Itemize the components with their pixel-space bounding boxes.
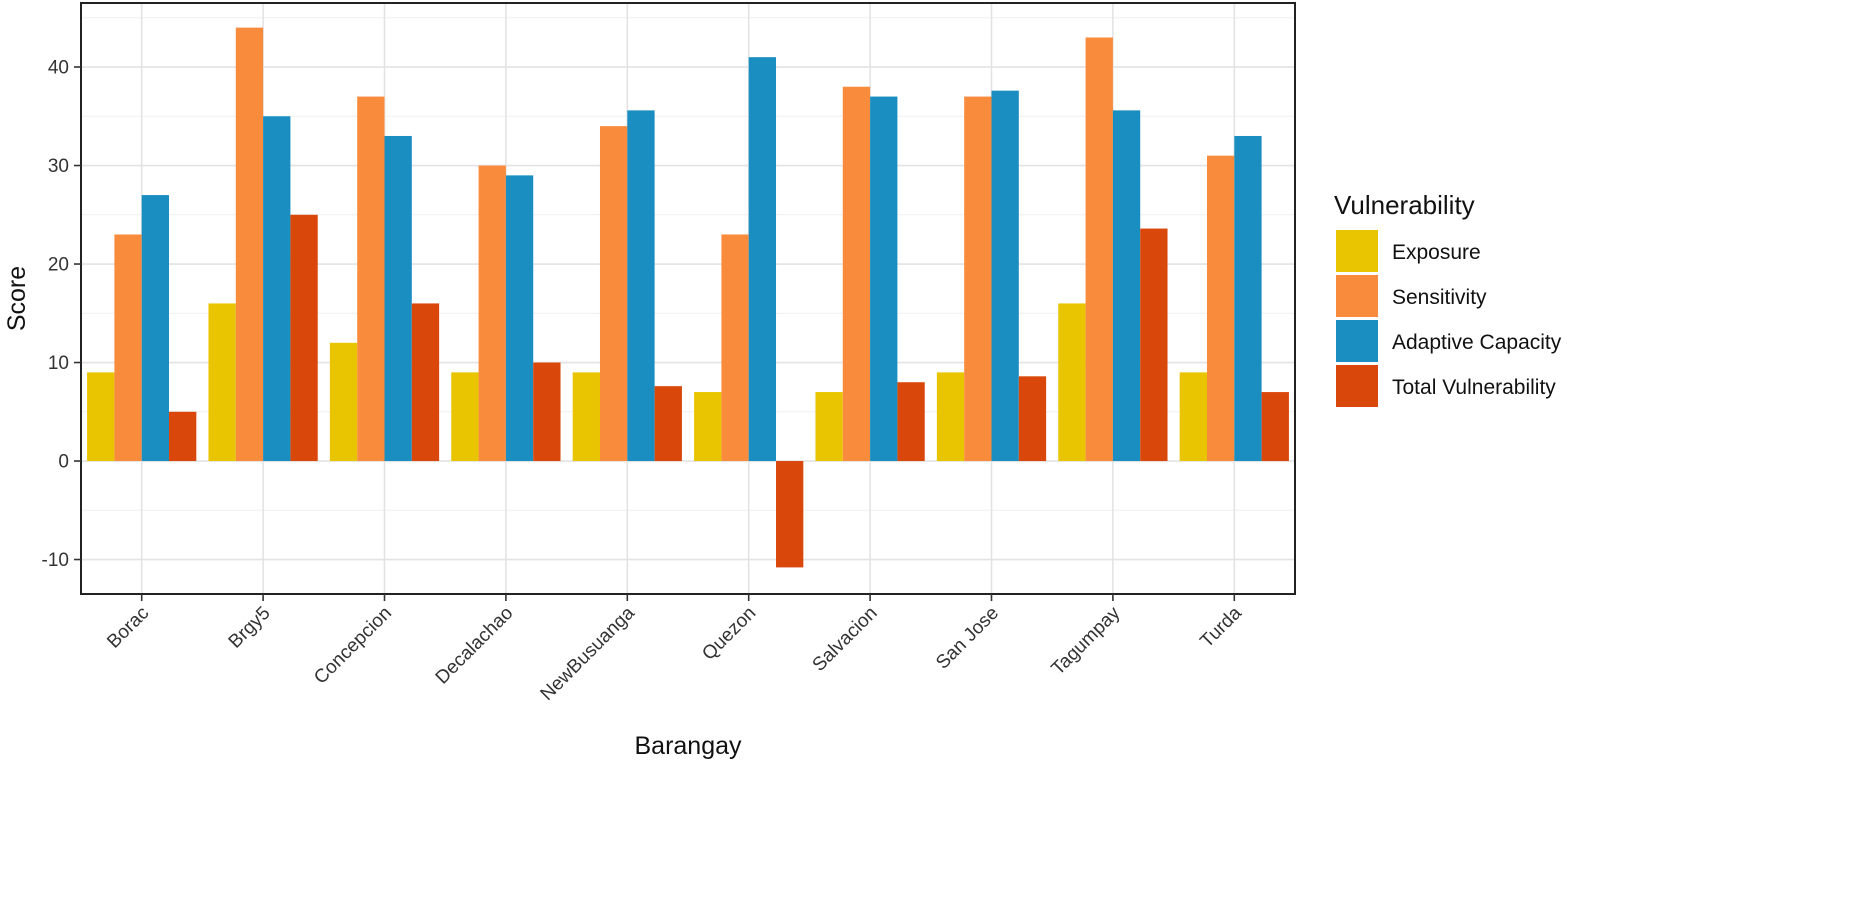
y-tick-label: 30: [48, 156, 69, 177]
bar-exposure-quezon: [694, 392, 722, 462]
y-axis-title: Score: [3, 266, 31, 331]
x-axis-title: Barangay: [634, 732, 742, 760]
bar-sensitivity-turda: [1206, 155, 1235, 462]
bar-total-vulnerability-concepcion: [411, 303, 440, 462]
x-axis: Borac Brgy5 Concepcion Decalachao NewBusuang…: [103, 594, 1246, 705]
bar-total-vulnerability-quezon: [776, 461, 804, 568]
bar-exposure-turda: [1179, 372, 1207, 462]
bar-adaptive-capacity-brgy5: [263, 116, 291, 462]
bar-exposure-newbusuanga: [572, 372, 600, 462]
bar-exposure-concepcion: [329, 342, 358, 462]
y-tick-label: 40: [48, 58, 69, 79]
y-axis: -10 0 10 20 30 40: [42, 58, 81, 571]
bar-sensitivity-borac: [114, 234, 142, 462]
bar-total-vulnerability-newbusuanga: [654, 386, 682, 462]
bar-exposure-tagumpay: [1058, 303, 1086, 462]
legend-swatch-exposure: [1336, 230, 1378, 272]
x-tick-label: NewBusuanga: [537, 602, 640, 705]
x-tick-label: Salvacion: [809, 603, 882, 676]
bar-sensitivity-newbusuanga: [599, 126, 628, 462]
bar-total-vulnerability-brgy5: [290, 214, 318, 462]
legend-label-exposure: Exposure: [1392, 241, 1481, 264]
x-tick-label: Tagumpay: [1048, 602, 1125, 679]
x-tick-label: Quezon: [698, 603, 760, 665]
bar-exposure-brgy5: [208, 303, 236, 462]
x-tick-label: Borac: [103, 603, 153, 653]
bar-total-vulnerability-salvacion: [897, 382, 925, 462]
bar-total-vulnerability-borac: [169, 411, 197, 462]
bar-adaptive-capacity-decalachao: [505, 175, 534, 462]
bars: [87, 27, 1289, 568]
bar-adaptive-capacity-tagumpay: [1112, 110, 1141, 462]
bar-sensitivity-decalachao: [478, 165, 506, 462]
bar-exposure-borac: [87, 372, 115, 462]
bar-total-vulnerability-san-jose: [1018, 376, 1047, 462]
bar-total-vulnerability-decalachao: [533, 362, 561, 462]
legend-swatch-total-vulnerability: [1336, 365, 1378, 407]
bar-sensitivity-brgy5: [235, 27, 264, 462]
x-tick-label: San Jose: [932, 603, 1003, 674]
bar-exposure-decalachao: [451, 372, 479, 462]
y-tick-label: 10: [48, 353, 69, 374]
bar-adaptive-capacity-san-jose: [991, 90, 1019, 462]
bar-adaptive-capacity-turda: [1234, 135, 1262, 462]
x-tick-label: Decalachao: [432, 603, 518, 689]
bar-sensitivity-san-jose: [964, 96, 992, 462]
legend-title: Vulnerability: [1334, 190, 1475, 220]
bar-adaptive-capacity-quezon: [748, 57, 777, 462]
y-tick-label: -10: [42, 550, 69, 571]
x-tick-label: Brgy5: [225, 603, 275, 653]
bar-exposure-salvacion: [815, 392, 843, 462]
y-tick-label: 20: [48, 255, 69, 276]
legend-items: Exposure Sensitivity Adaptive Capacity Tota…: [1336, 230, 1562, 407]
bar-sensitivity-salvacion: [842, 86, 871, 462]
legend-label-sensitivity: Sensitivity: [1392, 286, 1487, 309]
legend-swatch-adaptive-capacity: [1336, 320, 1378, 362]
y-tick-label: 0: [58, 452, 69, 473]
bar-total-vulnerability-turda: [1261, 392, 1289, 462]
bar-sensitivity-concepcion: [357, 96, 385, 462]
panel-border: [80, 2, 1296, 595]
legend-swatch-sensitivity: [1336, 275, 1378, 317]
bar-adaptive-capacity-salvacion: [870, 96, 898, 462]
x-tick-label: Turda: [1196, 602, 1246, 652]
legend-label-adaptive-capacity: Adaptive Capacity: [1392, 331, 1562, 354]
x-tick-label: Concepcion: [310, 603, 396, 689]
bar-adaptive-capacity-newbusuanga: [627, 110, 655, 462]
bar-sensitivity-quezon: [721, 234, 749, 462]
legend-label-total-vulnerability: Total Vulnerability: [1392, 376, 1556, 399]
bar-adaptive-capacity-concepcion: [384, 135, 412, 462]
bar-sensitivity-tagumpay: [1085, 37, 1113, 462]
bar-adaptive-capacity-borac: [141, 195, 170, 462]
bar-total-vulnerability-tagumpay: [1140, 228, 1168, 462]
bar-exposure-san-jose: [936, 372, 965, 462]
legend: Vulnerability Exposure Sensitivity Adaptiv…: [1334, 190, 1562, 407]
